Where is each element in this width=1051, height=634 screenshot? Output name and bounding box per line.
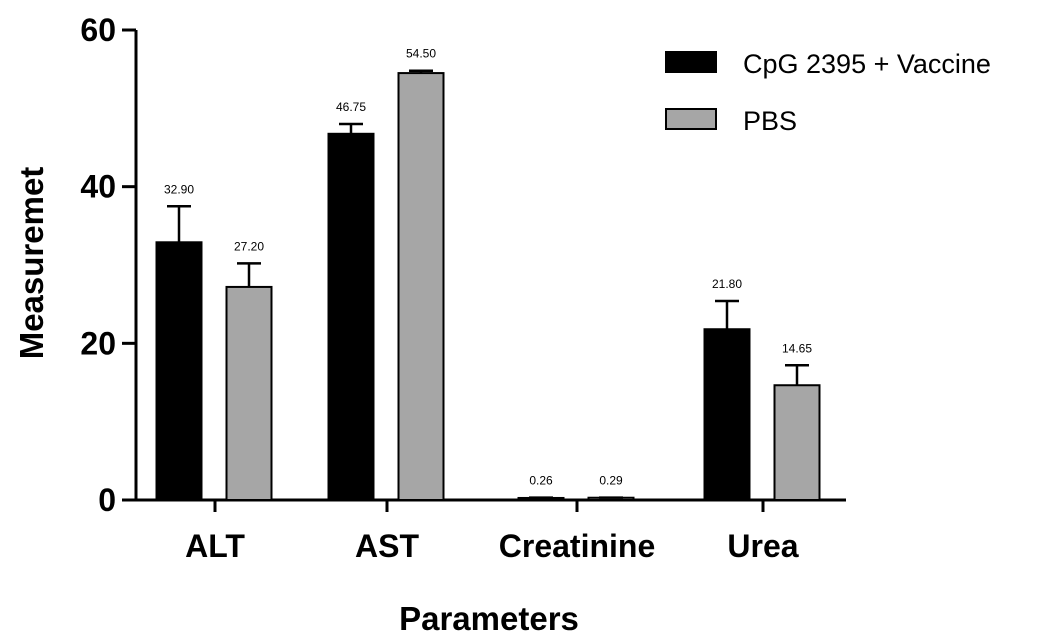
x-tick-label: Creatinine [499,528,655,564]
legend-swatch [665,51,717,73]
x-tick-label: AST [355,528,419,564]
y-tick-label: 0 [98,482,116,518]
y-axis-title: Measuremet [13,167,50,360]
data-label: 14.65 [782,341,812,355]
bar [773,384,821,501]
y-tick-label: 20 [80,325,116,361]
data-labels: 32.90 46.75 0.26 21.80 27.20 54.50 0.29 14.65 [164,47,812,488]
y-tick-label: 60 [80,12,116,48]
data-label: 27.20 [234,239,264,253]
legend-label: CpG 2395 + Vaccine [743,49,991,79]
data-label: 21.80 [712,277,742,291]
x-tick-label: ALT [185,528,245,564]
y-tick-label: 40 [80,169,116,205]
bar [327,132,375,502]
legend-label: PBS [743,106,797,136]
data-label: 0.29 [599,474,623,488]
data-label: 0.26 [529,474,553,488]
data-label: 46.75 [336,100,366,114]
data-label: 54.50 [406,47,436,61]
bar [225,285,273,501]
axes: 0 20 40 60 ALT AST Creatinine Urea [80,12,846,564]
data-label: 32.90 [164,182,194,196]
legend-swatch [665,108,717,130]
x-axis-title: Parameters [399,600,579,634]
x-tick-label: Urea [727,528,798,564]
legend: CpG 2395 + Vaccine PBS [665,49,991,136]
bar [155,241,203,502]
bar [703,328,751,501]
bar [397,72,445,501]
bars [155,69,821,502]
